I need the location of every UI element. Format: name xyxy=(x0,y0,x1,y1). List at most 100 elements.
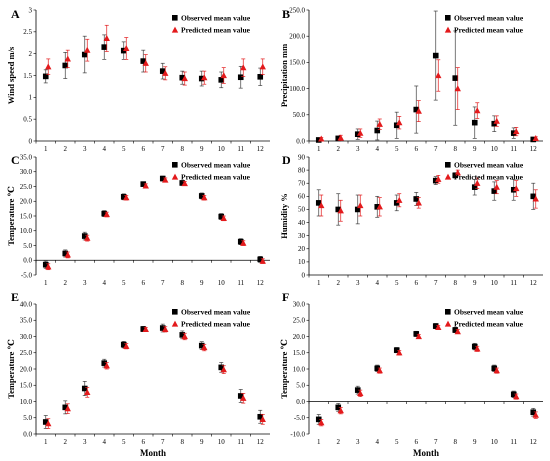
panel-c-x-tick-label: 4 xyxy=(103,279,107,287)
panel-a-x-tick-label: 9 xyxy=(200,145,204,153)
panel-f-observed-point xyxy=(335,404,342,411)
panel-d-predicted-point xyxy=(318,202,325,209)
panel-d-y-tick-label: 90 xyxy=(298,153,306,161)
panel-f-x-tick-label: 7 xyxy=(434,438,438,446)
panel-c-y-tick-label: 30.0 xyxy=(20,168,33,176)
panel-f-x-tick-label: 2 xyxy=(337,438,341,446)
panel-b-observed-point xyxy=(432,52,439,59)
panel-f-x-tick-label: 6 xyxy=(415,438,419,446)
panel-b-observed-point xyxy=(413,106,420,113)
panel-b-predicted-point xyxy=(435,72,442,79)
panel-b-legend-predicted-marker xyxy=(444,26,452,33)
panel-a-x-tick-label: 4 xyxy=(103,145,107,153)
panel-b-y-tick-label: 0.0 xyxy=(296,137,305,145)
panel-e-predicted-point xyxy=(220,366,227,373)
panel-b-legend-predicted: Predicted mean value xyxy=(454,26,524,35)
panel-a-predicted-point xyxy=(240,64,247,71)
panel-d-x-tick-label: 2 xyxy=(337,279,341,287)
panel-a-legend-observed: Observed mean value xyxy=(181,14,251,23)
panel-e-predicted-point xyxy=(162,325,169,332)
panel-a-observed-point xyxy=(101,44,108,50)
panel-a-x-tick-label: 2 xyxy=(64,145,68,153)
panel-e-observed-point xyxy=(101,360,108,366)
panel-f-y-tick-label: 30.0 xyxy=(293,300,306,308)
panel-e-x-tick-label: 6 xyxy=(142,438,146,446)
panel-a-y-tick-label: 3 xyxy=(29,6,33,14)
panel-e-y-axis-title: Temperature ℃ xyxy=(6,339,16,399)
panel-e-x-tick-label: 8 xyxy=(181,438,185,446)
panel-e-y-tick-label: 5.0 xyxy=(23,414,32,422)
panel-c-observed-point xyxy=(218,213,225,220)
panel-b-observed-point xyxy=(315,137,322,143)
panel-b-observed-point xyxy=(354,131,361,137)
panel-a-predicted-point xyxy=(84,46,91,53)
panel-a-predicted-point xyxy=(220,72,227,79)
panel-a-x-tick-label: 10 xyxy=(218,145,226,153)
panel-e-predicted-point xyxy=(240,394,247,401)
panel-d-predicted-point xyxy=(532,195,539,202)
panel-d-x-tick-label: 5 xyxy=(395,279,399,287)
panel-f-y-tick-label: 25.0 xyxy=(293,317,306,325)
panel-b-x-tick-label: 4 xyxy=(376,145,380,153)
panel-b-y-tick-label: 100.0 xyxy=(289,85,305,93)
panel-f-predicted-point xyxy=(454,328,461,335)
panel-d-x-tick-label: 11 xyxy=(510,279,517,287)
panel-f-x-tick-label: 3 xyxy=(356,438,360,446)
panel-e-legend-observed: Observed mean value xyxy=(181,308,251,317)
panel-e-x-tick-label: 4 xyxy=(103,438,107,446)
panel-e-y-tick-label: 30.0 xyxy=(20,333,33,341)
panel-b-predicted-point xyxy=(415,107,422,114)
panel-e-y-tick-label: 10.0 xyxy=(20,398,33,406)
panel-f-x-tick-label: 1 xyxy=(317,438,321,446)
panel-d-observed-point xyxy=(452,172,459,179)
panel-b-x-tick-label: 10 xyxy=(491,145,499,153)
panel-c-predicted-point xyxy=(45,263,52,270)
panel-f-observed-point xyxy=(491,365,498,372)
panel-f: F-10.0-5.00.05.010.015.020.025.030.01 2 3 4… xyxy=(279,290,543,458)
panel-f-observed-point xyxy=(510,391,517,398)
panel-a-y-tick-label: 0.5 xyxy=(23,115,32,123)
panel-a-y-tick-label: 1 xyxy=(29,94,33,102)
panel-c-y-tick-label: 15.0 xyxy=(20,212,33,220)
panel-f-x-tick-label: 11 xyxy=(510,438,517,446)
panel-d-predicted-point xyxy=(513,185,520,192)
panel-f-y-axis-title: Temperature ℃ xyxy=(279,339,289,399)
panel-e-x-tick-label: 1 xyxy=(44,438,48,446)
panel-d-x-tick-label: 12 xyxy=(530,279,538,287)
panel-f-legend-predicted-marker xyxy=(444,320,452,327)
panel-e-observed-point xyxy=(218,364,225,371)
panel-d-predicted-point xyxy=(337,207,344,214)
panel-c-x-tick-label: 7 xyxy=(161,279,165,287)
panel-f-x-tick-label: 10 xyxy=(491,438,499,446)
panel-b-legend-observed-marker xyxy=(445,15,451,21)
panel-f-observed-point xyxy=(432,323,439,329)
panel-c-predicted-point xyxy=(220,214,227,221)
panel-d-observed-point xyxy=(354,206,361,213)
panel-e-observed-point xyxy=(179,332,186,338)
panel-f-observed-point xyxy=(374,365,381,372)
panel-d-letter: D xyxy=(282,153,291,167)
panel-f-y-tick-label: 0.0 xyxy=(296,398,305,406)
panel-c-y-tick-label: 35.0 xyxy=(20,153,33,161)
panel-e: E0.05.010.015.020.025.030.035.040.01 2 3 4 5… xyxy=(6,290,270,458)
panel-d-x-tick-label: 8 xyxy=(454,279,458,287)
panel-d-legend-predicted: Predicted mean value xyxy=(454,173,524,182)
panel-e-observed-point xyxy=(81,385,88,392)
panel-c-y-tick-label: 10.0 xyxy=(20,227,33,235)
panel-b-observed-point xyxy=(452,75,459,81)
panel-f-observed-point xyxy=(393,347,400,353)
panel-e-y-tick-label: 25.0 xyxy=(20,349,33,357)
panel-f-y-tick-label: 5.0 xyxy=(296,382,305,390)
panel-a-legend-predicted: Predicted mean value xyxy=(181,26,251,35)
panel-f-predicted-point xyxy=(513,393,520,400)
panel-f-legend-observed-marker xyxy=(445,309,451,315)
panel-a-observed-point xyxy=(140,58,147,64)
panel-e-observed-point xyxy=(62,404,69,411)
panel-c-predicted-point xyxy=(64,251,71,258)
panel-b-y-tick-label: 250.0 xyxy=(289,6,305,14)
panel-d-observed-point xyxy=(393,200,400,206)
panel-c-legend-predicted: Predicted mean value xyxy=(181,173,251,182)
panel-b-observed-point xyxy=(491,120,498,127)
